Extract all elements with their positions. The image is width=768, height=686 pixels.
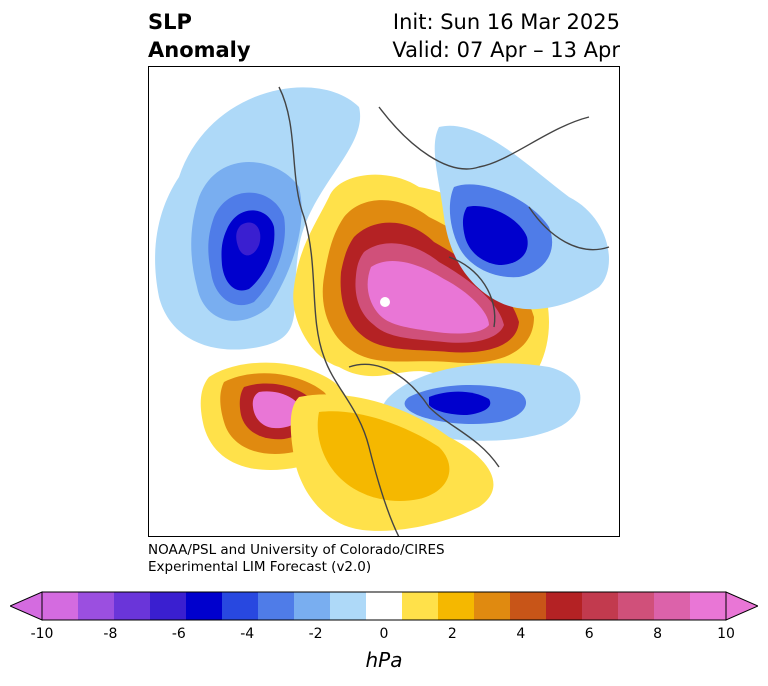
colorbar-tick-label: 10	[717, 626, 735, 642]
colorbar	[10, 591, 758, 621]
colorbar-ticks: -10 -8 -6 -4 -2 0 2 4 6 8 10	[0, 626, 768, 648]
colorbar-swatch	[654, 592, 691, 620]
colorbar-swatch	[150, 592, 187, 620]
colorbar-tick-label: -6	[171, 626, 186, 642]
colorbar-tick-label: 4	[516, 626, 526, 642]
title-line-1: SLP	[148, 10, 192, 34]
colorbar-tick-label: -2	[308, 626, 323, 642]
colorbar-swatch	[258, 592, 295, 620]
colorbar-tick-label: -8	[103, 626, 118, 642]
us-high-anomaly	[290, 394, 494, 531]
atlantic-low-anomaly	[381, 363, 581, 441]
pacific-low-anomaly	[155, 87, 361, 350]
colorbar-tick-label: -4	[240, 626, 255, 642]
init-date: Init: Sun 16 Mar 2025	[392, 10, 620, 34]
colorbar-outline	[41, 591, 727, 621]
eurasia-low-anomaly	[434, 125, 609, 310]
colorbar-tick-label: -10	[30, 626, 54, 642]
valid-dates: Valid: 07 Apr – 13 Apr	[392, 38, 620, 62]
colorbar-swatch	[510, 592, 547, 620]
colorbar-swatch	[546, 592, 583, 620]
forecast-dates: Init: Sun 16 Mar 2025 Valid: 07 Apr – 13…	[392, 8, 620, 64]
anomaly-map	[155, 86, 610, 536]
colorbar-tick-label: 0	[379, 626, 389, 642]
colorbar-swatch	[42, 592, 79, 620]
colorbar-swatch	[186, 592, 223, 620]
credit: NOAA/PSL and University of Colorado/CIRE…	[148, 542, 445, 576]
colorbar-tick-label: 8	[653, 626, 663, 642]
colorbar-tick-label: 6	[584, 626, 594, 642]
colorbar-swatch	[474, 592, 511, 620]
colorbar-swatch	[438, 592, 475, 620]
colorbar-tick-label: 2	[447, 626, 457, 642]
colorbar-swatch	[366, 592, 403, 620]
colorbar-swatch	[294, 592, 331, 620]
colorbar-min-extend	[10, 591, 43, 621]
colorbar-swatches	[42, 592, 727, 620]
coastlines	[278, 86, 610, 536]
colorbar-swatch	[402, 592, 439, 620]
credit-line-2: Experimental LIM Forecast (v2.0)	[148, 559, 372, 575]
colorbar-max-extend	[725, 591, 758, 621]
map-title: SLP Anomaly	[148, 8, 251, 64]
colorbar-swatch	[330, 592, 367, 620]
colorbar-unit: hPa	[365, 648, 403, 672]
colorbar-swatch	[114, 592, 151, 620]
credit-line-1: NOAA/PSL and University of Colorado/CIRE…	[148, 542, 445, 558]
map-panel	[148, 66, 620, 537]
colorbar-swatch	[690, 592, 727, 620]
colorbar-swatch	[222, 592, 259, 620]
colorbar-swatch	[618, 592, 655, 620]
colorbar-swatch	[582, 592, 619, 620]
title-line-2: Anomaly	[148, 38, 251, 62]
colorbar-swatch	[78, 592, 115, 620]
